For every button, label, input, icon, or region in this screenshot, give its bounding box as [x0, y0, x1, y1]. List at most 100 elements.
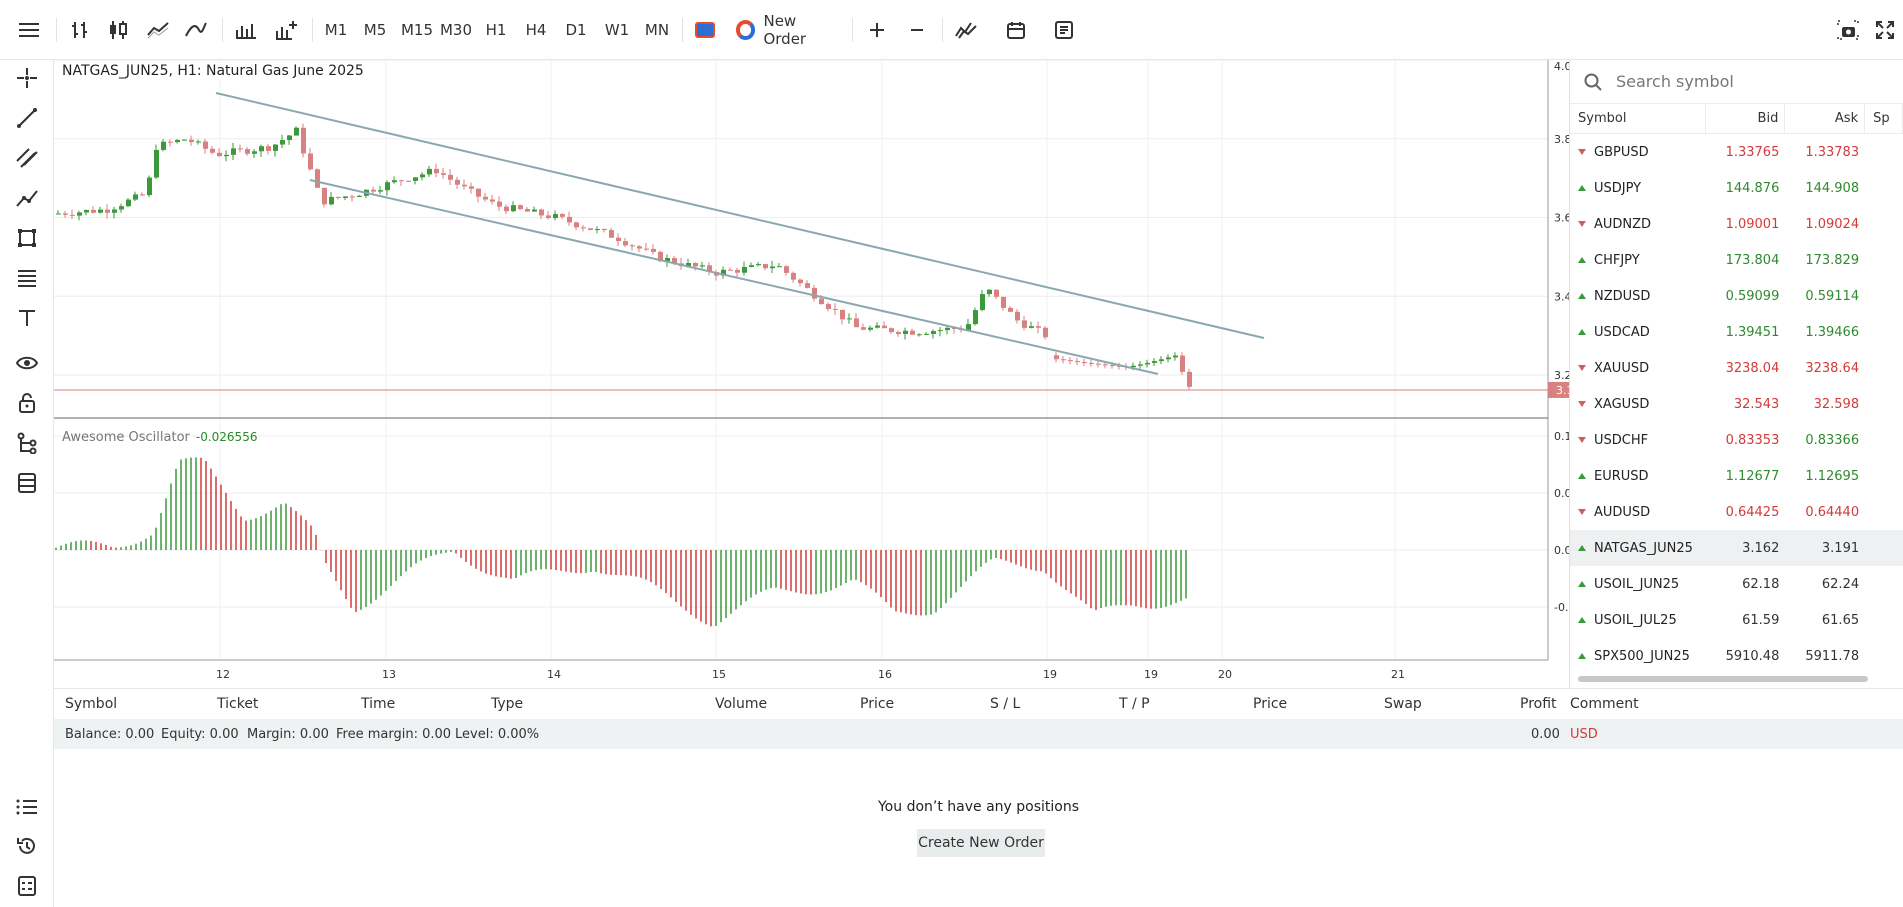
time-tick-label: 13 [382, 668, 396, 681]
lock-icon[interactable] [14, 390, 40, 416]
channel-icon[interactable] [14, 145, 40, 171]
column-volume[interactable]: Volume [715, 696, 768, 712]
symbol-row[interactable]: GBPUSD 1.33765 1.33783 [1570, 134, 1903, 170]
column-swap[interactable]: Swap [1384, 696, 1422, 712]
column-bid[interactable]: Bid [1706, 103, 1786, 134]
history-icon[interactable] [14, 833, 40, 859]
calendar-icon[interactable] [1002, 14, 1030, 46]
candle-body [1029, 326, 1034, 328]
create-new-order-button[interactable]: Create New Order [917, 829, 1045, 857]
column-type[interactable]: Type [491, 696, 524, 712]
crosshair-icon[interactable] [14, 65, 40, 91]
candle-body [931, 331, 936, 334]
polyline-icon[interactable] [14, 185, 40, 211]
candle-body [973, 310, 978, 325]
symbol-row[interactable]: USDJPY 144.876 144.908 [1570, 170, 1903, 206]
timeframe-m5[interactable]: M5 [363, 21, 387, 39]
object-tree-icon[interactable] [14, 430, 40, 456]
search-input[interactable] [1616, 72, 1856, 91]
trend-line-icon[interactable] [14, 105, 40, 131]
column-price[interactable]: Price [860, 696, 895, 712]
market-watch-panel: Symbol Bid Ask Sp GBPUSD 1.33765 1.33783 US… [1569, 60, 1903, 688]
candle-body [392, 180, 397, 183]
column-ask[interactable]: Ask [1785, 103, 1866, 134]
candle-body [1159, 359, 1164, 362]
column-current-price[interactable]: Price [1253, 696, 1288, 712]
symbol-row[interactable]: SPX500_JUN25 5910.48 5911.78 [1570, 638, 1903, 674]
symbol-row[interactable]: AUDUSD 0.64425 0.64440 [1570, 494, 1903, 530]
journal-icon[interactable] [14, 873, 40, 899]
candle-body [700, 265, 705, 267]
candle-body [1145, 362, 1150, 365]
one-click-trading-icon[interactable] [692, 14, 718, 46]
candle-body [336, 196, 341, 198]
screenshot-icon[interactable] [1834, 14, 1862, 46]
symbol-row[interactable]: XAUUSD 3238.04 3238.64 [1570, 350, 1903, 386]
shapes-icon[interactable] [14, 225, 40, 251]
symbol-row[interactable]: CHFJPY 173.804 173.829 [1570, 242, 1903, 278]
indicators-icon[interactable] [232, 14, 260, 46]
symbol-row[interactable]: USDCHF 0.83353 0.83366 [1570, 422, 1903, 458]
timeframe-m30[interactable]: M30 [439, 21, 473, 39]
timeframe-d1[interactable]: D1 [565, 21, 587, 39]
column-symbol[interactable]: Symbol [65, 696, 118, 712]
chart-canvas[interactable]: 4.000 3.800 3.600 3.400 3.200 0.160000 0.08000… [54, 59, 1614, 688]
timeframe-m1[interactable]: M1 [324, 21, 348, 39]
zoom-in-icon[interactable] [864, 14, 890, 46]
free-margin-value: Free margin: 0.00 [336, 727, 452, 742]
bid-price: 144.876 [1725, 180, 1780, 196]
candle-body [1008, 307, 1013, 312]
new-order-button[interactable]: New Order [736, 12, 840, 48]
symbol-row[interactable]: USDCAD 1.39451 1.39466 [1570, 314, 1903, 350]
timeframe-m15[interactable]: M15 [400, 21, 434, 39]
symbol-row[interactable]: NATGAS_JUN25 3.162 3.191 [1570, 530, 1903, 566]
symbol-row[interactable]: EURUSD 1.12677 1.12695 [1570, 458, 1903, 494]
column-ticket[interactable]: Ticket [217, 696, 259, 712]
timeframe-w1[interactable]: W1 [604, 21, 630, 39]
timeframe-h4[interactable]: H4 [525, 21, 547, 39]
text-icon[interactable] [14, 305, 40, 331]
timeframe-mn[interactable]: MN [644, 21, 670, 39]
line-chart-icon[interactable] [144, 14, 172, 46]
horizontal-scrollbar[interactable] [1578, 676, 1868, 682]
column-comment[interactable]: Comment [1570, 696, 1639, 712]
equity-value: Equity: 0.00 [161, 727, 239, 742]
candle-body [329, 196, 334, 205]
fibonacci-icon[interactable] [14, 265, 40, 291]
price-up-icon [1578, 329, 1586, 335]
candle-body [84, 209, 89, 213]
candle-body [630, 245, 635, 247]
symbol-row[interactable]: AUDNZD 1.09001 1.09024 [1570, 206, 1903, 242]
column-take-profit[interactable]: T / P [1119, 696, 1150, 712]
fullscreen-icon[interactable] [1872, 14, 1898, 46]
menu-icon[interactable] [14, 14, 44, 46]
news-icon[interactable] [1050, 14, 1078, 46]
column-spread[interactable]: Sp [1865, 103, 1903, 134]
add-indicator-icon[interactable] [272, 14, 300, 46]
candle-body [252, 151, 257, 154]
symbol-row[interactable]: NZDUSD 0.59099 0.59114 [1570, 278, 1903, 314]
column-time[interactable]: Time [361, 696, 396, 712]
symbol-row[interactable]: USOIL_JUN25 62.18 62.24 [1570, 566, 1903, 602]
candle-body [672, 257, 677, 264]
bar-chart-icon[interactable] [66, 14, 94, 46]
column-profit[interactable]: Profit [1520, 696, 1557, 712]
candlestick-chart-icon[interactable] [104, 14, 132, 46]
symbol-row[interactable]: XAGUSD 32.543 32.598 [1570, 386, 1903, 422]
column-symbol[interactable]: Symbol [1570, 103, 1706, 134]
symbol-name: AUDUSD [1594, 504, 1651, 520]
zoom-out-icon[interactable] [904, 14, 930, 46]
ask-price: 62.24 [1821, 576, 1860, 592]
visibility-icon[interactable] [14, 350, 40, 376]
timeframe-h1[interactable]: H1 [485, 21, 507, 39]
templates-icon[interactable] [952, 14, 980, 46]
candle-body [203, 141, 208, 149]
symbol-name: XAUUSD [1594, 360, 1650, 376]
column-stop-loss[interactable]: S / L [990, 696, 1021, 712]
price-chart[interactable]: 4.000 3.800 3.600 3.400 3.200 0.160000 0.08000… [54, 59, 1614, 688]
area-chart-icon[interactable] [182, 14, 210, 46]
data-window-icon[interactable] [14, 470, 40, 496]
trade-list-icon[interactable] [14, 794, 40, 820]
symbol-row[interactable]: USOIL_JUL25 61.59 61.65 [1570, 602, 1903, 638]
candle-body [623, 241, 628, 246]
